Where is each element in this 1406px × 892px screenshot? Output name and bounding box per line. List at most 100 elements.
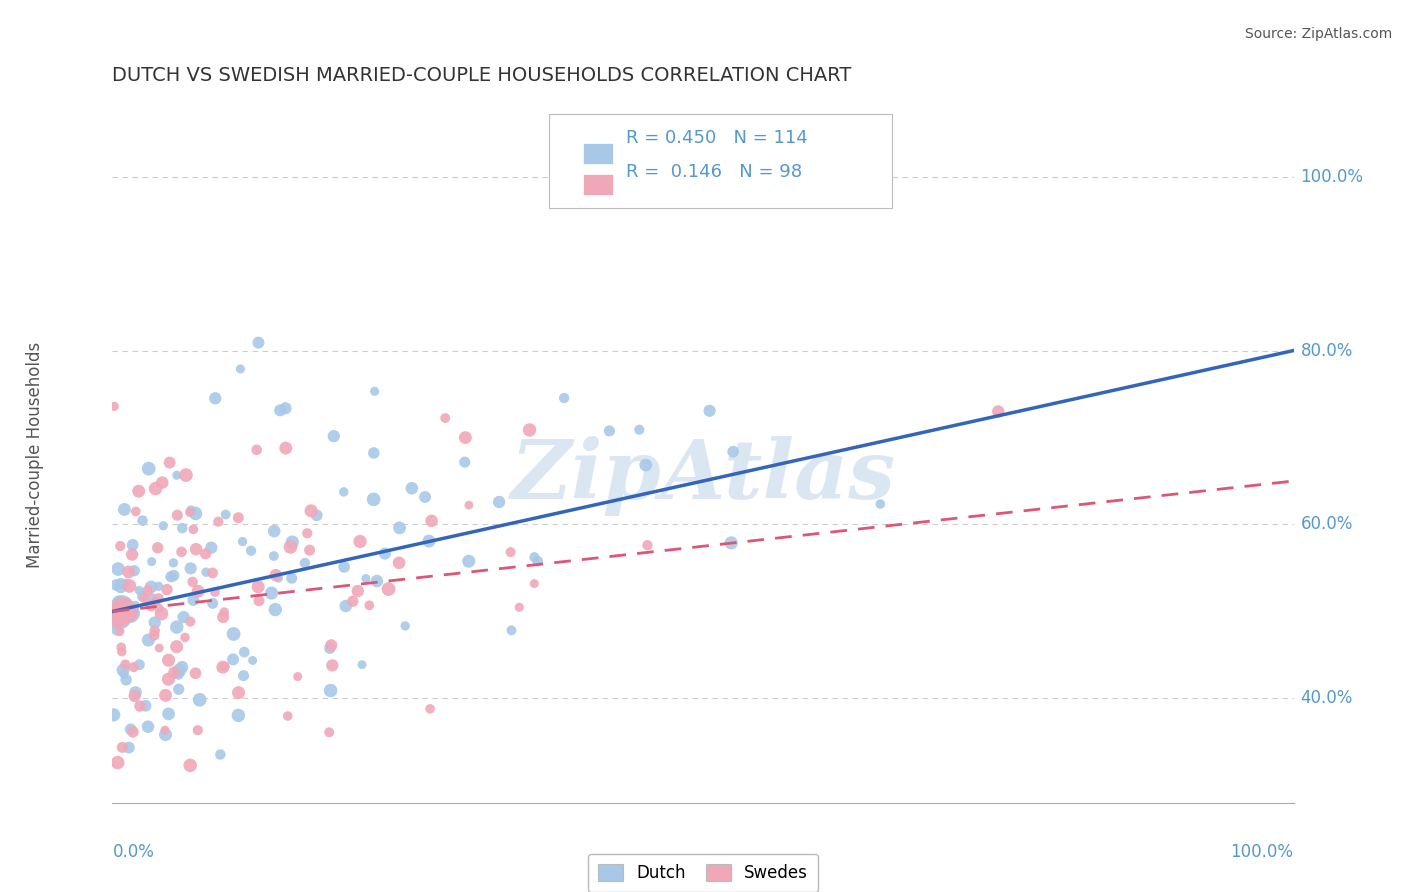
Point: [987, 404, 1010, 418]
Point: [418, 534, 440, 549]
Point: [148, 641, 170, 656]
Point: [107, 594, 129, 608]
Point: [105, 623, 128, 637]
Point: [121, 548, 143, 562]
Point: [305, 508, 328, 523]
Point: [145, 482, 167, 496]
Text: Source: ZipAtlas.com: Source: ZipAtlas.com: [1244, 27, 1392, 41]
Point: [333, 560, 356, 574]
Point: [110, 576, 132, 591]
Point: [454, 455, 477, 469]
Point: [401, 481, 423, 495]
Point: [141, 591, 163, 605]
Point: [207, 515, 229, 529]
Point: [134, 591, 156, 605]
Point: [869, 497, 891, 511]
Point: [167, 682, 190, 697]
Point: [107, 608, 129, 623]
Point: [103, 400, 125, 414]
Point: [319, 683, 342, 698]
Point: [342, 594, 364, 608]
Point: [212, 660, 235, 674]
Point: [246, 442, 269, 457]
Bar: [582, 174, 613, 194]
Point: [157, 706, 180, 721]
Point: [107, 756, 129, 770]
Point: [174, 631, 197, 645]
Point: [274, 441, 297, 455]
Text: Married-couple Households: Married-couple Households: [27, 342, 44, 568]
Point: [346, 584, 368, 599]
Point: [299, 504, 322, 518]
Point: [173, 610, 195, 624]
Point: [233, 645, 256, 659]
FancyBboxPatch shape: [550, 114, 891, 208]
Point: [363, 492, 385, 507]
Point: [263, 549, 285, 563]
Point: [260, 586, 283, 600]
Point: [169, 664, 191, 678]
Point: [124, 564, 146, 578]
Point: [148, 579, 170, 593]
Point: [184, 542, 207, 557]
Point: [179, 505, 201, 519]
Point: [159, 456, 181, 470]
Point: [166, 508, 188, 523]
Point: [143, 595, 166, 609]
Point: [148, 591, 170, 606]
Point: [112, 667, 135, 681]
Point: [172, 660, 194, 674]
Point: [319, 641, 342, 656]
Point: [110, 610, 132, 624]
Text: R = 0.450   N = 114: R = 0.450 N = 114: [626, 129, 808, 147]
Point: [180, 561, 202, 575]
Text: ZipAtlas: ZipAtlas: [510, 436, 896, 516]
Point: [115, 673, 138, 687]
Point: [377, 582, 399, 596]
Point: [107, 607, 129, 621]
Point: [287, 669, 309, 683]
Point: [184, 666, 207, 681]
Point: [420, 514, 443, 528]
Text: R =  0.146   N = 98: R = 0.146 N = 98: [626, 162, 803, 181]
Text: DUTCH VS SWEDISH MARRIED-COUPLE HOUSEHOLDS CORRELATION CHART: DUTCH VS SWEDISH MARRIED-COUPLE HOUSEHOL…: [112, 66, 852, 85]
Point: [112, 603, 135, 617]
Point: [131, 590, 153, 604]
Point: [553, 391, 575, 405]
Point: [388, 556, 411, 570]
Point: [117, 605, 139, 619]
Point: [388, 521, 411, 535]
Point: [111, 600, 134, 615]
Point: [501, 624, 523, 638]
Point: [172, 521, 194, 535]
Point: [180, 503, 202, 517]
Point: [721, 444, 744, 458]
Point: [636, 538, 658, 552]
Point: [519, 423, 541, 437]
Point: [195, 565, 218, 579]
Point: [523, 576, 546, 591]
Point: [634, 458, 657, 472]
Text: 40.0%: 40.0%: [1301, 690, 1353, 707]
Point: [232, 668, 254, 682]
Point: [359, 599, 381, 613]
Point: [112, 602, 135, 616]
Point: [135, 698, 157, 713]
Point: [267, 571, 290, 585]
Point: [281, 535, 304, 549]
Point: [120, 723, 142, 737]
Point: [322, 429, 344, 443]
Point: [174, 468, 197, 483]
Text: 100.0%: 100.0%: [1301, 168, 1364, 186]
Point: [229, 362, 252, 376]
Point: [148, 601, 170, 615]
Point: [269, 403, 291, 417]
Point: [499, 545, 522, 559]
Point: [298, 543, 321, 558]
Point: [155, 689, 177, 703]
Point: [274, 401, 297, 416]
Point: [143, 615, 166, 630]
Point: [204, 391, 226, 405]
Point: [457, 554, 479, 568]
Point: [136, 720, 159, 734]
